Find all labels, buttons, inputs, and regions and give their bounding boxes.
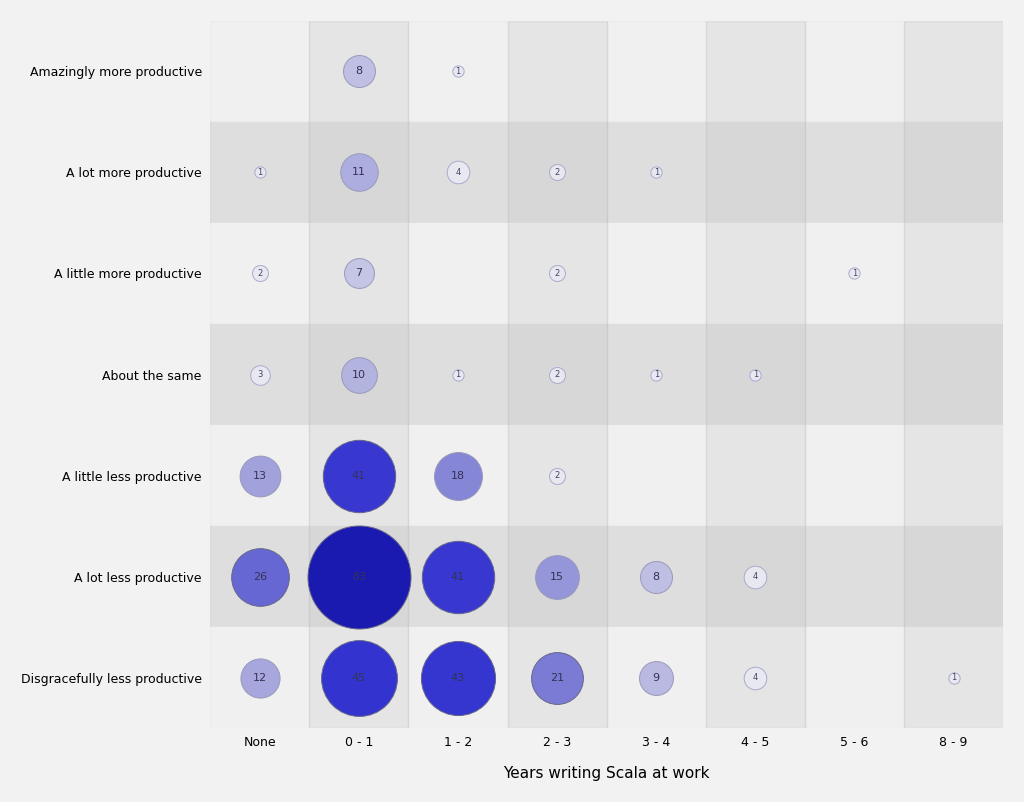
Text: 4: 4 [456, 168, 461, 177]
Point [350, 570, 367, 583]
Point [350, 469, 367, 482]
Point [252, 166, 268, 179]
Bar [606, 21, 706, 728]
Bar [508, 21, 606, 728]
Bar [210, 223, 1004, 324]
Point [549, 166, 565, 179]
Text: 1: 1 [951, 673, 956, 683]
Bar [210, 324, 1004, 425]
Text: 2: 2 [554, 168, 560, 177]
Text: 26: 26 [253, 572, 267, 581]
Text: 10: 10 [352, 370, 366, 379]
Text: 2: 2 [554, 370, 560, 379]
Text: 21: 21 [550, 673, 564, 683]
Text: 4: 4 [753, 673, 758, 683]
Point [549, 267, 565, 280]
Bar [904, 21, 1004, 728]
Text: 13: 13 [253, 471, 266, 480]
Point [350, 267, 367, 280]
Point [648, 671, 665, 684]
Point [549, 368, 565, 381]
Text: 41: 41 [451, 572, 465, 581]
Point [450, 469, 466, 482]
Point [252, 570, 268, 583]
Point [450, 368, 466, 381]
Point [748, 368, 764, 381]
Text: 8: 8 [652, 572, 659, 581]
Text: 9: 9 [652, 673, 659, 683]
Point [450, 166, 466, 179]
Point [549, 570, 565, 583]
Text: 4: 4 [753, 572, 758, 581]
Text: 43: 43 [451, 673, 465, 683]
Point [748, 671, 764, 684]
Point [846, 267, 862, 280]
Bar [210, 122, 1004, 223]
Text: 1: 1 [456, 370, 461, 379]
Text: 1: 1 [456, 67, 461, 76]
Point [648, 166, 665, 179]
Bar [309, 21, 409, 728]
Text: 45: 45 [352, 673, 366, 683]
Bar [210, 425, 1004, 526]
Bar [706, 21, 805, 728]
Text: 12: 12 [253, 673, 267, 683]
Bar [210, 526, 1004, 627]
Text: 1: 1 [852, 269, 857, 278]
Bar [210, 21, 1004, 122]
Text: 83: 83 [352, 572, 366, 581]
Bar [409, 21, 508, 728]
Text: 1: 1 [257, 168, 262, 177]
Text: 2: 2 [554, 269, 560, 278]
Text: 1: 1 [653, 370, 658, 379]
Point [350, 368, 367, 381]
Bar [210, 21, 309, 728]
Point [252, 469, 268, 482]
Text: 3: 3 [257, 370, 262, 379]
Text: 1: 1 [653, 168, 658, 177]
Text: 2: 2 [554, 471, 560, 480]
Bar [805, 21, 904, 728]
X-axis label: Years writing Scala at work: Years writing Scala at work [504, 766, 710, 781]
Point [648, 368, 665, 381]
Point [350, 671, 367, 684]
Bar [210, 627, 1004, 728]
Point [450, 570, 466, 583]
Point [252, 671, 268, 684]
Point [252, 267, 268, 280]
Text: 15: 15 [550, 572, 564, 581]
Point [350, 65, 367, 78]
Text: 7: 7 [355, 269, 362, 278]
Text: 1: 1 [753, 370, 758, 379]
Point [252, 368, 268, 381]
Text: 8: 8 [355, 67, 362, 76]
Point [648, 570, 665, 583]
Point [549, 469, 565, 482]
Text: 2: 2 [257, 269, 262, 278]
Text: 11: 11 [352, 168, 366, 177]
Point [748, 570, 764, 583]
Point [945, 671, 962, 684]
Point [450, 65, 466, 78]
Point [450, 671, 466, 684]
Point [549, 671, 565, 684]
Text: 41: 41 [352, 471, 366, 480]
Point [350, 166, 367, 179]
Text: 18: 18 [451, 471, 465, 480]
